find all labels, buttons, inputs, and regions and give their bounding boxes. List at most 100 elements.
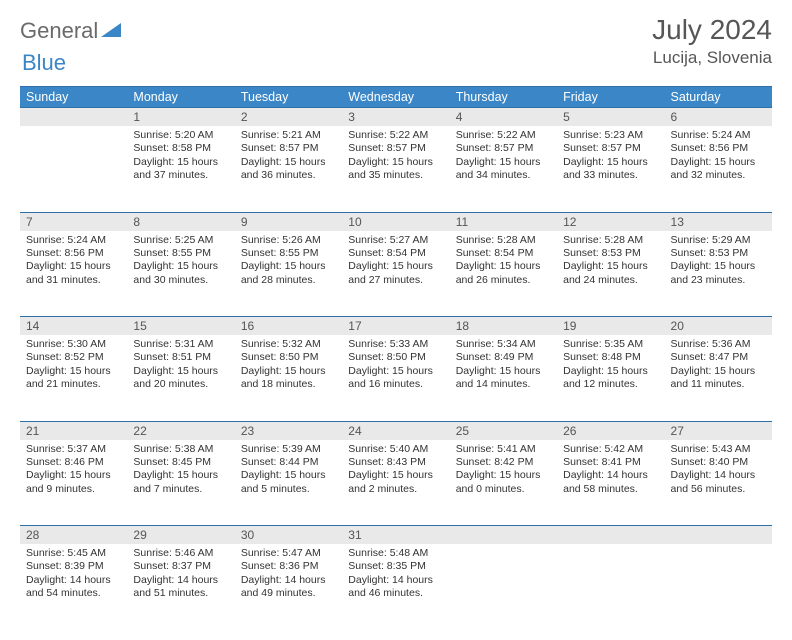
sunset-line: Sunset: 8:47 PM	[671, 351, 766, 364]
sunrise-line: Sunrise: 5:23 AM	[563, 129, 658, 142]
daylight-line: Daylight: 14 hours and 46 minutes.	[348, 574, 443, 601]
day-number-cell: 14	[20, 317, 127, 336]
day-cell: Sunrise: 5:29 AMSunset: 8:53 PMDaylight:…	[665, 231, 772, 317]
sunset-line: Sunset: 8:57 PM	[348, 142, 443, 155]
day-cell: Sunrise: 5:22 AMSunset: 8:57 PMDaylight:…	[342, 126, 449, 212]
sunrise-line: Sunrise: 5:37 AM	[26, 443, 121, 456]
title-location: Lucija, Slovenia	[652, 48, 772, 68]
title-block: July 2024 Lucija, Slovenia	[652, 14, 772, 68]
day-number-cell: 20	[665, 317, 772, 336]
sunset-line: Sunset: 8:41 PM	[563, 456, 658, 469]
sunset-line: Sunset: 8:44 PM	[241, 456, 336, 469]
sunrise-line: Sunrise: 5:34 AM	[456, 338, 551, 351]
day-number-cell: 31	[342, 526, 449, 545]
day-number-cell: 10	[342, 212, 449, 231]
day-number-row: 78910111213	[20, 212, 772, 231]
day-number-cell: 28	[20, 526, 127, 545]
day-cell: Sunrise: 5:22 AMSunset: 8:57 PMDaylight:…	[450, 126, 557, 212]
day-number-cell: 17	[342, 317, 449, 336]
sunrise-line: Sunrise: 5:45 AM	[26, 547, 121, 560]
daylight-line: Daylight: 15 hours and 20 minutes.	[133, 365, 228, 392]
day-cell: Sunrise: 5:37 AMSunset: 8:46 PMDaylight:…	[20, 440, 127, 526]
sunrise-line: Sunrise: 5:38 AM	[133, 443, 228, 456]
sunrise-line: Sunrise: 5:41 AM	[456, 443, 551, 456]
day-body: Sunrise: 5:20 AMSunset: 8:58 PMDaylight:…	[127, 126, 234, 187]
day-body: Sunrise: 5:40 AMSunset: 8:43 PMDaylight:…	[342, 440, 449, 501]
day-cell	[665, 544, 772, 630]
day-body: Sunrise: 5:28 AMSunset: 8:54 PMDaylight:…	[450, 231, 557, 292]
day-number-cell: 15	[127, 317, 234, 336]
day-cell: Sunrise: 5:45 AMSunset: 8:39 PMDaylight:…	[20, 544, 127, 630]
day-body: Sunrise: 5:39 AMSunset: 8:44 PMDaylight:…	[235, 440, 342, 501]
day-body: Sunrise: 5:37 AMSunset: 8:46 PMDaylight:…	[20, 440, 127, 501]
daylight-line: Daylight: 15 hours and 9 minutes.	[26, 469, 121, 496]
day-number-cell: 25	[450, 421, 557, 440]
sunset-line: Sunset: 8:56 PM	[671, 142, 766, 155]
sunset-line: Sunset: 8:52 PM	[26, 351, 121, 364]
sunset-line: Sunset: 8:50 PM	[241, 351, 336, 364]
day-cell: Sunrise: 5:48 AMSunset: 8:35 PMDaylight:…	[342, 544, 449, 630]
logo-triangle-icon	[101, 18, 121, 44]
sunset-line: Sunset: 8:37 PM	[133, 560, 228, 573]
daylight-line: Daylight: 15 hours and 16 minutes.	[348, 365, 443, 392]
sunset-line: Sunset: 8:56 PM	[26, 247, 121, 260]
day-number-cell: 26	[557, 421, 664, 440]
sunrise-line: Sunrise: 5:21 AM	[241, 129, 336, 142]
sunrise-line: Sunrise: 5:29 AM	[671, 234, 766, 247]
day-body: Sunrise: 5:32 AMSunset: 8:50 PMDaylight:…	[235, 335, 342, 396]
sunset-line: Sunset: 8:43 PM	[348, 456, 443, 469]
daylight-line: Daylight: 15 hours and 31 minutes.	[26, 260, 121, 287]
day-number-cell: 22	[127, 421, 234, 440]
day-number-row: 123456	[20, 108, 772, 127]
sunset-line: Sunset: 8:55 PM	[133, 247, 228, 260]
daylight-line: Daylight: 15 hours and 27 minutes.	[348, 260, 443, 287]
day-cell	[450, 544, 557, 630]
daylight-line: Daylight: 15 hours and 2 minutes.	[348, 469, 443, 496]
day-cell: Sunrise: 5:23 AMSunset: 8:57 PMDaylight:…	[557, 126, 664, 212]
day-body: Sunrise: 5:21 AMSunset: 8:57 PMDaylight:…	[235, 126, 342, 187]
day-number-cell: 12	[557, 212, 664, 231]
day-cell: Sunrise: 5:20 AMSunset: 8:58 PMDaylight:…	[127, 126, 234, 212]
sunrise-line: Sunrise: 5:20 AM	[133, 129, 228, 142]
calendar-page: General July 2024 Lucija, Slovenia Blue …	[0, 0, 792, 640]
daylight-line: Daylight: 15 hours and 37 minutes.	[133, 156, 228, 183]
day-body: Sunrise: 5:24 AMSunset: 8:56 PMDaylight:…	[665, 126, 772, 187]
day-cell: Sunrise: 5:27 AMSunset: 8:54 PMDaylight:…	[342, 231, 449, 317]
day-cell: Sunrise: 5:33 AMSunset: 8:50 PMDaylight:…	[342, 335, 449, 421]
day-number-cell: 24	[342, 421, 449, 440]
day-body: Sunrise: 5:23 AMSunset: 8:57 PMDaylight:…	[557, 126, 664, 187]
daylight-line: Daylight: 15 hours and 30 minutes.	[133, 260, 228, 287]
day-body: Sunrise: 5:25 AMSunset: 8:55 PMDaylight:…	[127, 231, 234, 292]
sunset-line: Sunset: 8:48 PM	[563, 351, 658, 364]
day-cell: Sunrise: 5:35 AMSunset: 8:48 PMDaylight:…	[557, 335, 664, 421]
day-number-cell	[665, 526, 772, 545]
sunrise-line: Sunrise: 5:30 AM	[26, 338, 121, 351]
day-cell: Sunrise: 5:47 AMSunset: 8:36 PMDaylight:…	[235, 544, 342, 630]
sunset-line: Sunset: 8:54 PM	[348, 247, 443, 260]
day-cell: Sunrise: 5:28 AMSunset: 8:53 PMDaylight:…	[557, 231, 664, 317]
daylight-line: Daylight: 15 hours and 26 minutes.	[456, 260, 551, 287]
day-cell: Sunrise: 5:26 AMSunset: 8:55 PMDaylight:…	[235, 231, 342, 317]
day-of-week-row: SundayMondayTuesdayWednesdayThursdayFrid…	[20, 87, 772, 108]
sunrise-line: Sunrise: 5:33 AM	[348, 338, 443, 351]
day-body: Sunrise: 5:26 AMSunset: 8:55 PMDaylight:…	[235, 231, 342, 292]
day-cell: Sunrise: 5:30 AMSunset: 8:52 PMDaylight:…	[20, 335, 127, 421]
day-cell: Sunrise: 5:28 AMSunset: 8:54 PMDaylight:…	[450, 231, 557, 317]
daylight-line: Daylight: 15 hours and 18 minutes.	[241, 365, 336, 392]
daylight-line: Daylight: 15 hours and 32 minutes.	[671, 156, 766, 183]
day-number-cell: 19	[557, 317, 664, 336]
sunrise-line: Sunrise: 5:43 AM	[671, 443, 766, 456]
day-body: Sunrise: 5:27 AMSunset: 8:54 PMDaylight:…	[342, 231, 449, 292]
day-cell: Sunrise: 5:39 AMSunset: 8:44 PMDaylight:…	[235, 440, 342, 526]
day-content-row: Sunrise: 5:45 AMSunset: 8:39 PMDaylight:…	[20, 544, 772, 630]
day-body: Sunrise: 5:22 AMSunset: 8:57 PMDaylight:…	[450, 126, 557, 187]
day-body: Sunrise: 5:43 AMSunset: 8:40 PMDaylight:…	[665, 440, 772, 501]
day-of-week-header: Friday	[557, 87, 664, 108]
day-of-week-header: Monday	[127, 87, 234, 108]
sunrise-line: Sunrise: 5:31 AM	[133, 338, 228, 351]
brand-logo: General	[20, 14, 121, 44]
day-number-cell: 6	[665, 108, 772, 127]
day-body: Sunrise: 5:30 AMSunset: 8:52 PMDaylight:…	[20, 335, 127, 396]
day-number-cell: 21	[20, 421, 127, 440]
daylight-line: Daylight: 14 hours and 58 minutes.	[563, 469, 658, 496]
